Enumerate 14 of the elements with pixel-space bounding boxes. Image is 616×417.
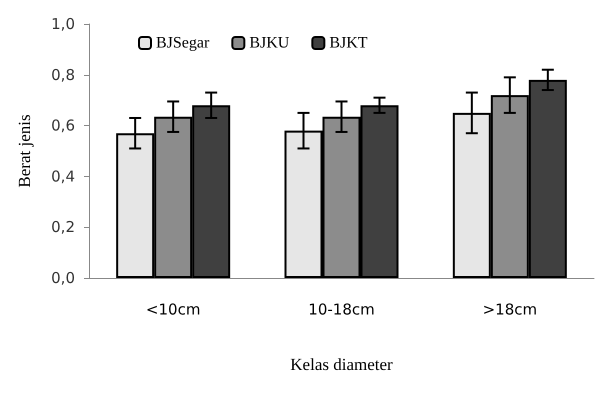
y-tick-label: 0,0 bbox=[51, 269, 75, 287]
y-tick-label: 0,4 bbox=[51, 167, 75, 186]
legend-label: BJKT bbox=[329, 34, 368, 52]
x-axis-title: Kelas diameter bbox=[290, 355, 394, 374]
legend-label: BJKU bbox=[249, 34, 290, 52]
y-tick-label: 0,6 bbox=[51, 116, 75, 135]
y-tick-label: 0,8 bbox=[51, 66, 75, 84]
y-axis-title: Berat jenis bbox=[15, 114, 34, 188]
x-tick-label: <10cm bbox=[146, 300, 200, 318]
y-tick-label: 0,2 bbox=[51, 218, 75, 236]
x-tick-label: >18cm bbox=[482, 300, 538, 318]
x-tick-label: 10-18cm bbox=[308, 300, 375, 318]
legend-label: BJSegar bbox=[156, 34, 210, 52]
y-tick-label: 1,0 bbox=[51, 15, 75, 33]
